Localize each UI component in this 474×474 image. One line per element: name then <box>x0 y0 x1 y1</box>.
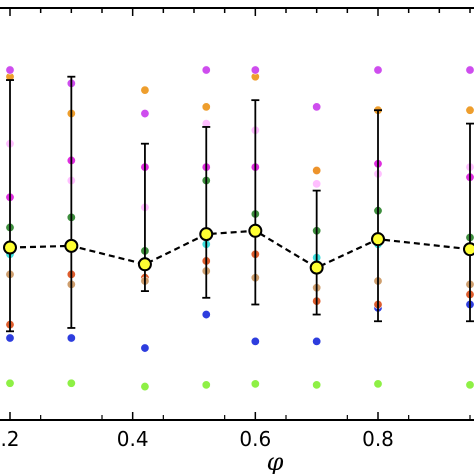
scatter-point <box>312 102 322 112</box>
scatter-point <box>140 343 150 353</box>
mean-marker <box>199 227 214 242</box>
scatter-point <box>312 179 322 189</box>
scatter-point <box>201 102 211 112</box>
scatter-point <box>140 382 150 392</box>
mean-marker <box>248 223 263 238</box>
scatter-point <box>66 333 76 343</box>
mean-marker <box>371 232 385 247</box>
x-tick-label: 0.4 <box>117 427 149 451</box>
mean-marker <box>3 240 17 255</box>
scatter-point <box>250 336 260 346</box>
scatter-point <box>201 380 211 390</box>
scatter-point <box>5 378 15 388</box>
scatter-point <box>250 379 260 389</box>
scatter-point <box>312 166 322 176</box>
scatter-point <box>312 380 322 390</box>
scatter-point <box>373 379 383 389</box>
scatter-point <box>5 333 15 343</box>
mean-marker <box>463 242 474 257</box>
scatter-point <box>140 85 150 95</box>
scatter-point <box>201 65 211 75</box>
mean-line <box>9 229 471 269</box>
mean-marker <box>137 257 152 272</box>
scatter-point <box>312 336 322 346</box>
scatter-point <box>373 65 383 75</box>
mean-marker <box>64 238 79 253</box>
x-tick-label: 0.6 <box>239 427 271 451</box>
scatter-point <box>465 105 474 115</box>
scatter-point <box>201 310 211 320</box>
scatter-point <box>250 65 260 75</box>
x-axis-title: φ <box>267 448 284 474</box>
scatter-point <box>465 380 474 390</box>
scatter-point <box>140 109 150 119</box>
mean-marker <box>309 260 324 275</box>
scatter-point <box>465 65 474 75</box>
x-tick-label: 0.8 <box>362 427 394 451</box>
x-tick-label: .2 <box>0 427 19 451</box>
scatter-point <box>5 65 15 75</box>
scatter-point <box>66 378 76 388</box>
